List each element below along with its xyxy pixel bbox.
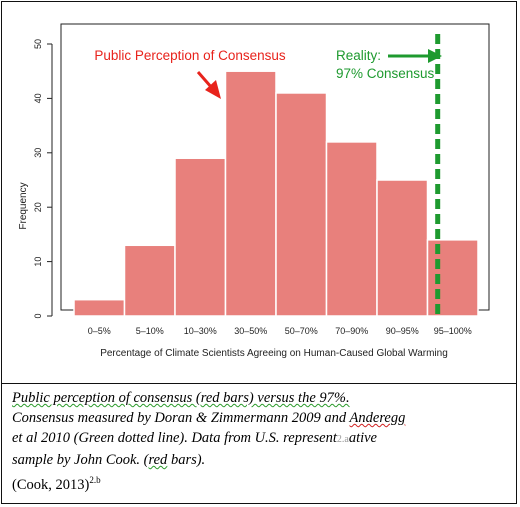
bars-group [73, 70, 479, 317]
bar-0 [73, 298, 126, 317]
x-tick-label-5: 70–90% [335, 326, 368, 336]
x-tick-label-3: 30–50% [234, 326, 267, 336]
histogram-chart: 0 10 20 30 40 50 0–5% 5–10% 10–30% 30–50% 50–70% 7… [18, 23, 490, 359]
caption-divider [1, 383, 517, 384]
y-tick-label-50: 50 [33, 39, 43, 49]
x-tick-label-0: 0–5% [88, 326, 111, 336]
bar-6 [376, 179, 429, 317]
x-axis-label: Percentage of Climate Scientists Agreein… [100, 348, 448, 359]
caption-line-1: Public perception of consensus (red bars… [12, 390, 350, 406]
bar-2 [174, 157, 227, 317]
y-tick-label-30: 30 [33, 148, 43, 158]
y-tick-label-0: 0 [33, 313, 43, 318]
caption-overlay-ref: 2.a [336, 434, 349, 445]
annotations: Public Perception of Consensus Reality: … [94, 48, 442, 99]
perception-label: Public Perception of Consensus [94, 48, 286, 63]
x-tick-label-2: 10–30% [184, 326, 217, 336]
x-tick-label-7: 95–100% [434, 326, 472, 336]
reality-label-line2: 97% Consensus [336, 66, 435, 81]
bar-3 [224, 70, 277, 317]
reality-arrow [388, 49, 442, 63]
x-tick-label-6: 90–95% [386, 326, 419, 336]
bar-5 [325, 141, 378, 317]
bar-4 [275, 92, 328, 317]
bar-7 [426, 239, 479, 317]
y-tick-label-20: 20 [33, 202, 43, 212]
y-axis: 0 10 20 30 40 50 [33, 39, 53, 319]
caption-line-5: (Cook, 2013)2.b [12, 475, 101, 493]
caption-line-3: et al 2010 (Green dotted line). Data fro… [12, 430, 377, 446]
figure-caption: Public perception of consensus (red bars… [12, 388, 508, 495]
caption-line-2: Consensus measured by Doran & Zimmermann… [12, 410, 406, 426]
y-axis-label: Frequency [18, 182, 29, 229]
reality-label-line1: Reality: [336, 48, 381, 63]
perception-arrow [196, 71, 221, 99]
bar-1 [123, 244, 176, 317]
y-tick-label-40: 40 [33, 93, 43, 103]
x-axis: 0–5% 5–10% 10–30% 30–50% 50–70% 70–90% 90–95% 9… [88, 326, 472, 336]
caption-line-4: sample by John Cook. (red bars). [12, 452, 206, 468]
y-tick-label-10: 10 [33, 257, 43, 267]
x-tick-label-1: 5–10% [136, 326, 164, 336]
x-tick-label-4: 50–70% [285, 326, 318, 336]
